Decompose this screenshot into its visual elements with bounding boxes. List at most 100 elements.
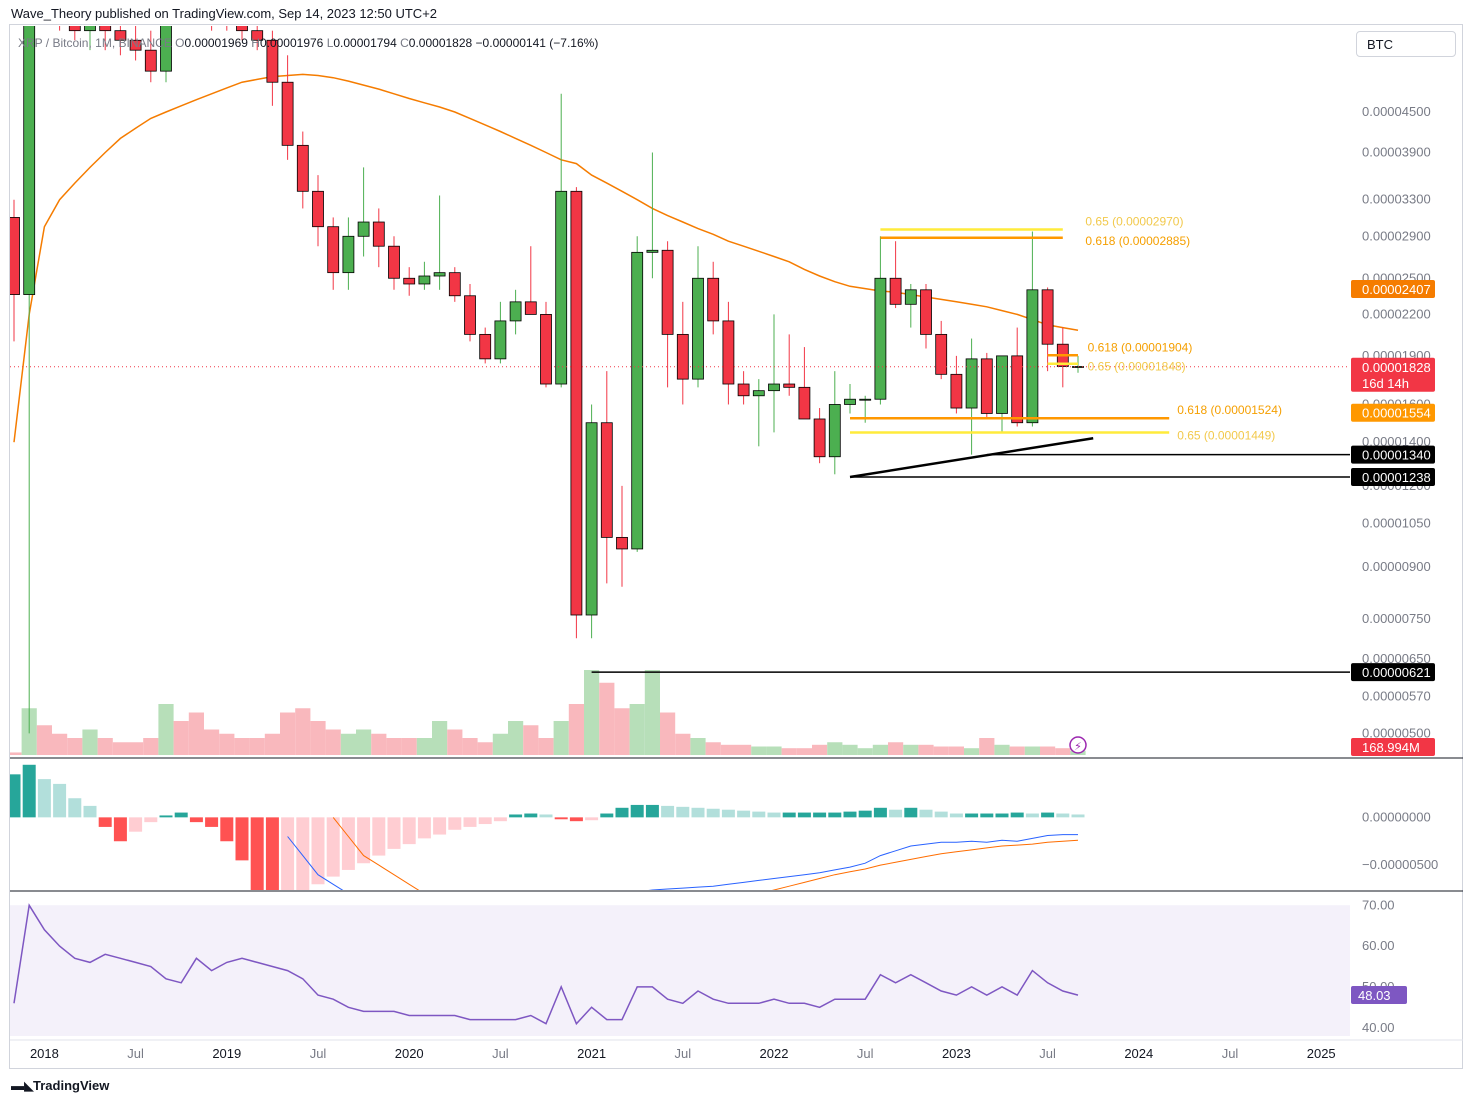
- open-value: 0.00001969: [184, 36, 248, 50]
- macd-histogram-bar: [417, 817, 431, 839]
- rsi-tag: [1351, 985, 1407, 1004]
- volume-bar: [720, 744, 736, 755]
- candle: [524, 246, 537, 315]
- symbol-name[interactable]: XRP / Bitcoin, 1M, BINANCE: [18, 36, 172, 50]
- macd-histogram-bar: [585, 817, 599, 821]
- candle-body: [312, 190, 324, 228]
- candle: [1056, 327, 1069, 388]
- volume-bar: [340, 733, 356, 755]
- macd-histogram-bar: [600, 813, 614, 818]
- volume-bar: [660, 712, 676, 755]
- time-axis-tick: Jul: [492, 1046, 509, 1061]
- currency-button[interactable]: BTC: [1356, 31, 1456, 57]
- macd-histogram-bar: [10, 774, 21, 818]
- price-tag: [1351, 468, 1435, 487]
- volume-bar: [67, 738, 83, 755]
- price-axis-tick: 0.00003300: [1362, 192, 1431, 207]
- candle-body: [327, 226, 340, 274]
- volume-bar: [994, 744, 1010, 755]
- lightning-icon: [1069, 736, 1087, 754]
- volume-bar: [888, 742, 904, 755]
- candle-body: [889, 277, 902, 305]
- price-axis-tick: 0.00000900: [1362, 559, 1431, 574]
- candle: [661, 241, 674, 388]
- candle-body: [980, 358, 993, 414]
- volume-bar: [933, 746, 949, 755]
- candle: [889, 241, 902, 309]
- candle-body: [874, 277, 887, 400]
- price-axis-tick: 0.00001400: [1362, 434, 1431, 449]
- macd-histogram-bar: [174, 812, 188, 818]
- candle-body: [996, 355, 1008, 414]
- price-tag-label: 0.00001238: [1362, 470, 1431, 485]
- price-pane: [10, 26, 1350, 755]
- macd-histogram-bar: [22, 764, 36, 818]
- candle-body: [844, 398, 856, 405]
- macd-histogram-bar: [539, 814, 553, 818]
- rsi-line: [13, 903, 1079, 1026]
- candle: [23, 26, 36, 734]
- candle: [646, 152, 659, 279]
- candle: [752, 379, 765, 447]
- volume-bar: [948, 746, 964, 755]
- macd-histogram-bar: [296, 817, 310, 890]
- volume-bar: [584, 670, 600, 755]
- volume-bar: [234, 738, 250, 755]
- open-label: O: [175, 36, 185, 50]
- candle-body: [661, 249, 674, 335]
- low-value: 0.00001794: [333, 36, 397, 50]
- macd-histogram-bar: [68, 798, 82, 818]
- macd-histogram-bar: [189, 817, 203, 823]
- candle: [509, 289, 522, 335]
- candle-body: [600, 422, 613, 538]
- candle-body: [10, 217, 20, 295]
- candle-body: [768, 383, 780, 392]
- time-axis-tick: Jul: [1039, 1046, 1056, 1061]
- candle: [251, 26, 264, 51]
- candle: [1041, 287, 1054, 372]
- candle: [236, 26, 248, 41]
- macd-histogram-bar: [813, 812, 827, 818]
- volume-bar: [599, 682, 615, 755]
- volume-bar: [52, 733, 68, 755]
- candle-body: [114, 30, 127, 41]
- time-axis-tick: 2019: [212, 1046, 241, 1061]
- candle: [707, 261, 720, 335]
- macd-histogram-bar: [615, 807, 629, 818]
- macd-histogram-bar: [904, 807, 918, 818]
- macd-histogram-bar: [311, 817, 325, 885]
- candle: [844, 384, 856, 414]
- candle-body: [1011, 355, 1024, 424]
- volume-bar: [188, 712, 204, 755]
- candle-body: [418, 275, 431, 285]
- volume-bar: [143, 738, 159, 755]
- candle-body: [433, 272, 446, 277]
- price-axis-tick: 0.00002900: [1362, 228, 1431, 243]
- candle-body: [783, 383, 796, 388]
- candle-body: [99, 26, 112, 32]
- candle-body: [1041, 289, 1054, 345]
- macd-histogram-bar: [1041, 812, 1055, 818]
- macd-histogram-bar: [1071, 814, 1085, 818]
- time-axis-tick: 2020: [395, 1046, 424, 1061]
- volume-bar: [173, 721, 189, 755]
- candle: [996, 355, 1008, 433]
- candle: [950, 355, 963, 414]
- macd-histogram-bar: [980, 813, 994, 818]
- volume-bar: [447, 729, 463, 755]
- volume-bar: [629, 704, 645, 755]
- time-axis-tick: Jul: [857, 1046, 874, 1061]
- macd-histogram-bar: [250, 817, 264, 890]
- volume-bar: [918, 744, 934, 755]
- volume-bar: [1040, 746, 1056, 755]
- candle: [600, 371, 613, 584]
- tradingview-logo[interactable]: ▬◣TradingView: [11, 1078, 109, 1094]
- volume-bar: [766, 746, 782, 755]
- macd-histogram-bar: [858, 810, 872, 818]
- time-axis-tick: Jul: [674, 1046, 691, 1061]
- candle: [433, 195, 446, 290]
- candle-body: [281, 81, 294, 146]
- candle-body: [479, 333, 492, 360]
- volume-bar: [128, 742, 144, 755]
